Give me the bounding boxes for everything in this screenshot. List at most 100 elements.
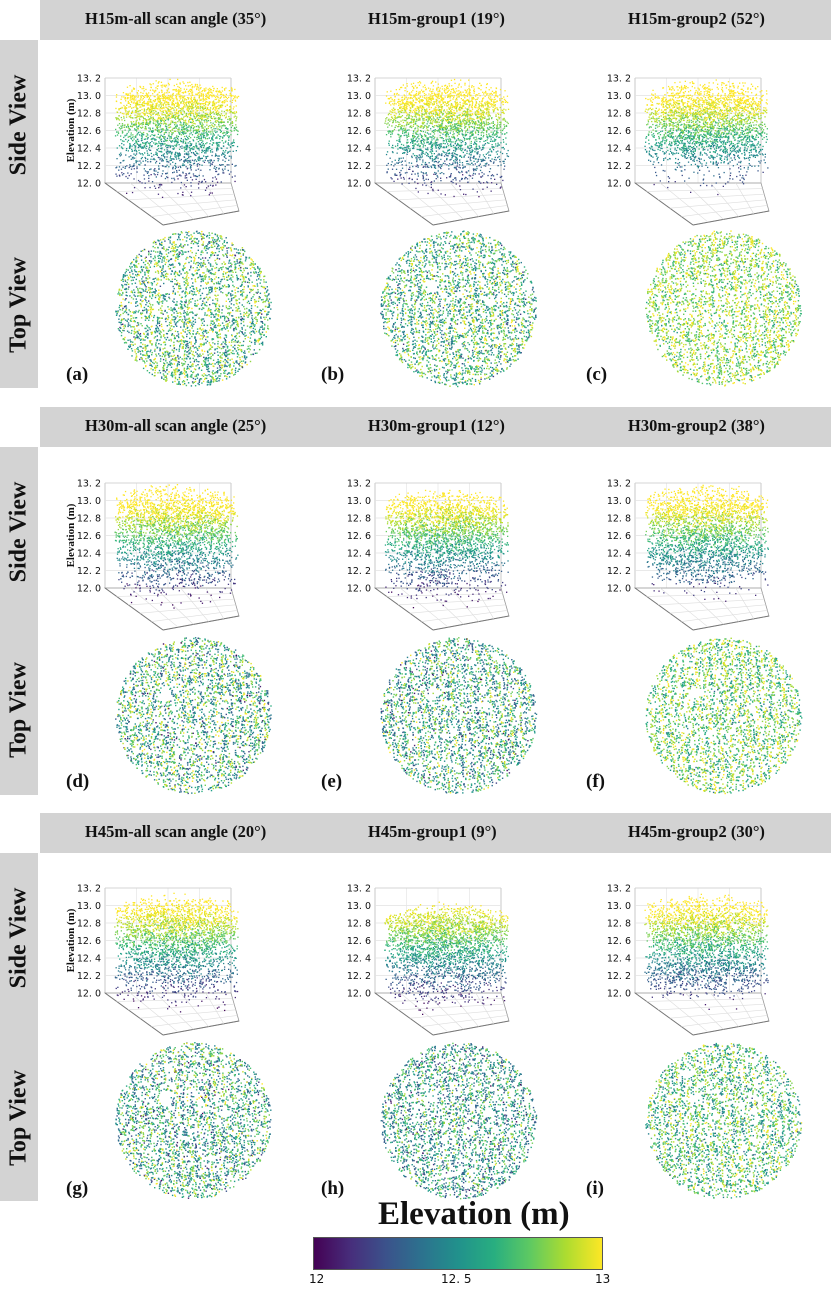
z-tick-label: 12. 2 bbox=[77, 971, 101, 982]
z-tick-label: 12. 6 bbox=[607, 531, 631, 542]
z-tick-label: 12. 8 bbox=[77, 109, 101, 120]
z-tick-labels: 13. 2 13. 0 12. 8 12. 6 12. 4 12. 2 12. 0 bbox=[77, 479, 101, 595]
top-view-plot bbox=[645, 230, 802, 387]
z-tick-label: 12. 8 bbox=[607, 109, 631, 120]
z-tick-label: 12. 0 bbox=[77, 584, 101, 595]
side-view-plot: 13. 2 13. 0 12. 8 12. 6 12. 4 12. 2 12. 0 Eleva… bbox=[65, 884, 240, 1036]
z-tick-label: 12. 6 bbox=[77, 126, 101, 137]
title-bar-row2 bbox=[40, 407, 831, 447]
z-tick-labels: 13. 2 13. 0 12. 8 12. 6 12. 4 12. 2 12. 0 bbox=[607, 884, 631, 1000]
top-view-plot bbox=[645, 1042, 803, 1199]
top-view-plot bbox=[115, 1042, 272, 1199]
row-label-bar-1 bbox=[0, 40, 38, 388]
z-tick-label: 13. 0 bbox=[77, 91, 101, 102]
side-view-plot: 13. 2 13. 0 12. 8 12. 6 12. 4 12. 2 12. 0 bbox=[607, 479, 770, 631]
panel-title: H45m-group1 (9°) bbox=[368, 822, 497, 842]
panel-letter: (h) bbox=[321, 1178, 344, 1200]
axes-box bbox=[633, 887, 770, 1036]
axes-box bbox=[103, 887, 240, 1036]
row-label-bar-3 bbox=[0, 853, 38, 1201]
panel-letter: (g) bbox=[66, 1178, 88, 1200]
z-tick-label: 12. 2 bbox=[77, 566, 101, 577]
z-tick-labels: 13. 2 13. 0 12. 8 12. 6 12. 4 12. 2 12. 0 bbox=[77, 884, 101, 1000]
axes-box bbox=[373, 887, 510, 1036]
z-tick-label: 12. 6 bbox=[347, 531, 371, 542]
colorbar-tick: 12. 5 bbox=[441, 1272, 472, 1286]
z-tick-label: 12. 4 bbox=[607, 144, 631, 155]
point-cloud bbox=[384, 901, 509, 1015]
top-view-label: Top View bbox=[6, 257, 33, 353]
z-tick-label: 13. 0 bbox=[607, 496, 631, 507]
panel-title: H30m-group2 (38°) bbox=[628, 416, 765, 436]
point-cloud bbox=[645, 484, 769, 602]
panel-title: H45m-all scan angle (20°) bbox=[85, 822, 266, 842]
z-tick-label: 13. 2 bbox=[607, 884, 631, 895]
point-cloud bbox=[384, 78, 510, 198]
panel-letter: (d) bbox=[66, 771, 89, 793]
panel-letter: (a) bbox=[66, 364, 88, 386]
point-cloud bbox=[114, 78, 240, 198]
z-tick-label: 12. 0 bbox=[77, 989, 101, 1000]
z-tick-label: 13. 0 bbox=[347, 496, 371, 507]
z-tick-label: 12. 6 bbox=[347, 126, 371, 137]
top-view-plot bbox=[380, 230, 537, 388]
panel-letter: (i) bbox=[586, 1178, 604, 1200]
point-cloud bbox=[115, 637, 272, 795]
side-view-label: Side View bbox=[6, 482, 33, 583]
z-tick-labels: 13. 2 13. 0 12. 8 12. 6 12. 4 12. 2 12. 0 bbox=[77, 74, 101, 190]
top-view-plot bbox=[380, 1042, 538, 1200]
z-tick-label: 12. 8 bbox=[77, 514, 101, 525]
panel-letter: (c) bbox=[586, 364, 607, 386]
point-cloud bbox=[380, 637, 538, 794]
z-tick-label: 13. 0 bbox=[347, 901, 371, 912]
z-axis-label: Elevation (m) bbox=[65, 908, 77, 972]
z-tick-label: 12. 8 bbox=[607, 514, 631, 525]
side-view-plot: 13. 2 13. 0 12. 8 12. 6 12. 4 12. 2 12. 0 bbox=[347, 479, 510, 631]
z-tick-label: 13. 0 bbox=[607, 91, 631, 102]
point-cloud bbox=[644, 79, 769, 196]
top-view-label: Top View bbox=[6, 662, 33, 758]
z-tick-label: 13. 2 bbox=[607, 74, 631, 85]
z-tick-label: 12. 2 bbox=[607, 161, 631, 172]
z-axis-label: Elevation (m) bbox=[65, 503, 77, 567]
z-tick-label: 12. 4 bbox=[347, 144, 371, 155]
z-tick-label: 13. 2 bbox=[77, 884, 101, 895]
colorbar-tick: 13 bbox=[595, 1272, 610, 1286]
z-tick-label: 12. 0 bbox=[607, 989, 631, 1000]
point-cloud bbox=[645, 1042, 803, 1199]
panel-title: H15m-group1 (19°) bbox=[368, 9, 505, 29]
side-view-plot: 13. 2 13. 0 12. 8 12. 6 12. 4 12. 2 12. 0 bbox=[347, 74, 510, 226]
z-tick-label: 12. 6 bbox=[347, 936, 371, 947]
legend-title: Elevation (m) bbox=[378, 1196, 570, 1233]
side-view-label: Side View bbox=[6, 75, 33, 176]
z-tick-label: 13. 2 bbox=[77, 74, 101, 85]
z-tick-label: 12. 6 bbox=[607, 936, 631, 947]
z-tick-label: 12. 4 bbox=[347, 549, 371, 560]
z-tick-label: 12. 4 bbox=[607, 954, 631, 965]
point-cloud bbox=[384, 489, 509, 609]
z-tick-label: 12. 2 bbox=[347, 566, 371, 577]
title-bar-row1 bbox=[40, 0, 831, 40]
z-tick-label: 12. 2 bbox=[347, 971, 371, 982]
z-tick-label: 12. 2 bbox=[77, 161, 101, 172]
z-axis-label: Elevation (m) bbox=[65, 98, 77, 162]
point-cloud bbox=[115, 1042, 272, 1199]
top-view-plot bbox=[115, 637, 272, 795]
z-tick-label: 12. 2 bbox=[607, 971, 631, 982]
z-tick-label: 12. 0 bbox=[347, 584, 371, 595]
side-view-plot: 13. 2 13. 0 12. 8 12. 6 12. 4 12. 2 12. 0 Eleva… bbox=[65, 479, 240, 631]
z-tick-label: 13. 2 bbox=[607, 479, 631, 490]
colorbar bbox=[313, 1237, 603, 1270]
z-tick-label: 12. 2 bbox=[347, 161, 371, 172]
panel-letter: (b) bbox=[321, 364, 344, 386]
side-view-plot: 13. 2 13. 0 12. 8 12. 6 12. 4 12. 2 12. 0 bbox=[607, 884, 770, 1036]
side-view-label: Side View bbox=[6, 888, 33, 989]
z-tick-labels: 13. 2 13. 0 12. 8 12. 6 12. 4 12. 2 12. 0 bbox=[347, 74, 371, 190]
z-tick-label: 13. 2 bbox=[347, 884, 371, 895]
panel-title: H15m-all scan angle (35°) bbox=[85, 9, 266, 29]
z-tick-label: 12. 4 bbox=[77, 954, 101, 965]
z-tick-label: 12. 6 bbox=[77, 936, 101, 947]
z-tick-label: 12. 0 bbox=[347, 179, 371, 190]
title-bar-row3 bbox=[40, 813, 831, 853]
